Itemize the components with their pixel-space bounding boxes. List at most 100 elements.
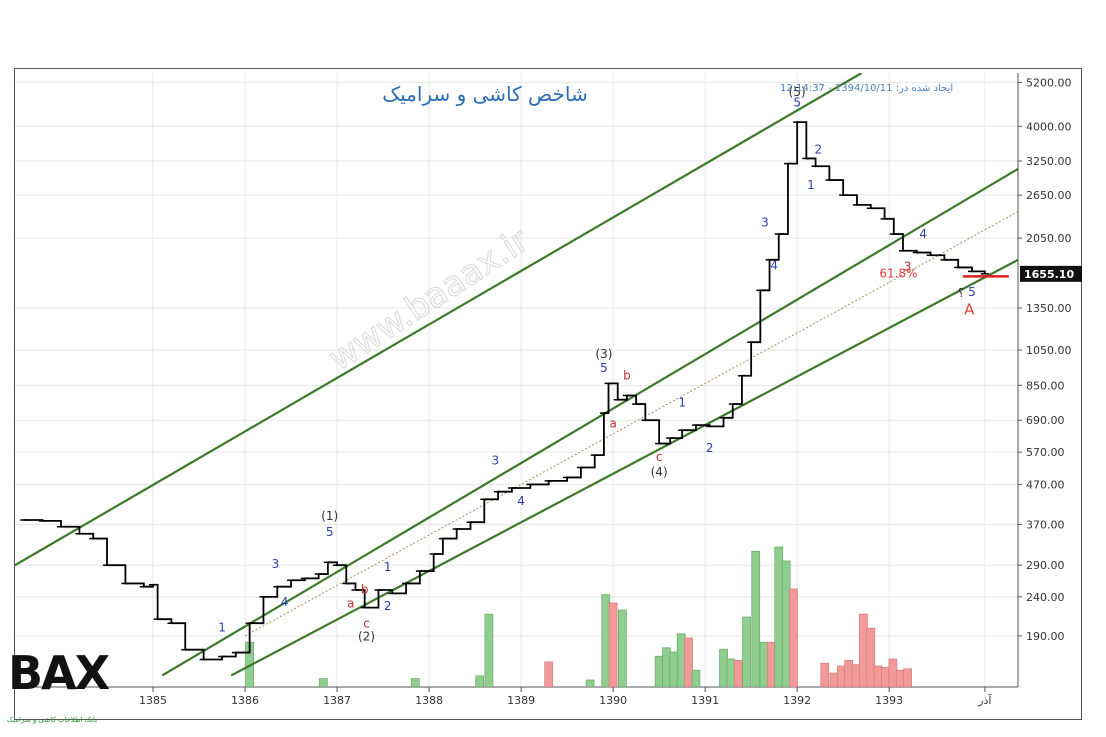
- channel-line: [230, 258, 1018, 677]
- y-tick-label: 570.00: [1026, 446, 1065, 459]
- current-value-label: 1655.10: [1024, 268, 1074, 281]
- channel-midline: [244, 211, 1018, 637]
- wave-label: 1: [678, 395, 686, 409]
- volume-bar: [829, 672, 839, 687]
- volume-bar: [684, 637, 693, 687]
- volume-bar: [820, 662, 830, 687]
- logo-main-text: BAX: [8, 646, 110, 700]
- wave-label: 1: [384, 560, 392, 574]
- volume-bar: [781, 560, 791, 687]
- wave-label: 2: [814, 142, 822, 156]
- volume-bar: [866, 627, 876, 687]
- wave-label: 3: [904, 259, 912, 273]
- x-tick-label: 1389: [507, 694, 535, 707]
- volume-bar: [742, 616, 751, 687]
- wave-label: 4: [281, 595, 289, 609]
- created-timestamp: ایجاد شده در: 1394/10/11 - 12:14:37: [780, 83, 954, 94]
- volume-bar: [888, 658, 898, 687]
- x-tick-label: 1392: [783, 694, 811, 707]
- current-value-box: [1020, 265, 1082, 282]
- chart-frame: 5200.00 4000.00 3250.00 2650.00 2050.00 1350.…: [14, 68, 1082, 720]
- wave-label: 4: [770, 258, 778, 272]
- wave-label: (2): [358, 629, 375, 643]
- volume-bar: [676, 633, 686, 687]
- y-tick-label: 190.00: [1026, 630, 1065, 643]
- volume-bar: [751, 550, 761, 687]
- volume-bar: [617, 609, 627, 687]
- volume-bar: [767, 641, 776, 687]
- volume-bar: [654, 655, 664, 687]
- x-tick-label: 1385: [139, 694, 167, 707]
- volume-bar: [774, 546, 784, 687]
- chart-canvas: 5200.00 4000.00 3250.00 2650.00 2050.00 1350.…: [15, 73, 1082, 707]
- x-tick-label: آذر: [977, 693, 992, 707]
- volume-bar: [608, 602, 618, 687]
- wave-label: a: [609, 417, 616, 431]
- wave-label: 2: [384, 599, 392, 613]
- volume-bar: [844, 660, 854, 687]
- channel-line: [15, 73, 863, 567]
- x-tick-label: 1391: [691, 694, 719, 707]
- volume-bar: [669, 651, 679, 687]
- y-tick-label: 2050.00: [1026, 232, 1072, 245]
- volume-bar: [601, 594, 611, 687]
- volume-bar: [836, 665, 846, 687]
- wave-label: b: [623, 369, 631, 383]
- volume-bar: [585, 679, 595, 687]
- volume-bar: [881, 667, 890, 687]
- volume-bar: [903, 668, 912, 687]
- y-tick-label: 690.00: [1026, 414, 1065, 427]
- wave-label: c: [656, 450, 663, 464]
- channel-line: [161, 167, 1018, 677]
- volume-bar: [759, 641, 769, 687]
- y-tick-label: 2650.00: [1026, 189, 1072, 202]
- wave-label: (4): [651, 465, 668, 479]
- wave-label: b: [361, 582, 369, 596]
- wave-label: 4: [919, 227, 927, 241]
- y-tick-label: 370.00: [1026, 518, 1065, 531]
- y-tick-label: 4000.00: [1026, 120, 1072, 133]
- wave-label: 4: [517, 494, 525, 508]
- x-tick-label: 1393: [875, 694, 903, 707]
- chart-title: شاخص کاشی و سرامیک: [382, 82, 588, 106]
- volume-bar: [859, 613, 868, 687]
- wave-label: 1: [807, 178, 815, 192]
- wave-label: 1: [218, 621, 226, 635]
- y-tick-label: 470.00: [1026, 478, 1065, 491]
- wave-label: (5): [789, 85, 806, 99]
- logo: BAX بانک اطلاعات کاشی و سرامیک: [4, 646, 110, 736]
- wave-label: 3: [492, 453, 500, 467]
- volume-bar: [410, 678, 420, 687]
- wave-label: a: [347, 597, 354, 611]
- x-tick-label: 1390: [599, 694, 627, 707]
- y-tick-label: 3250.00: [1026, 155, 1072, 168]
- volume-bar: [733, 660, 743, 687]
- wave-label: (1): [321, 509, 338, 523]
- wave-label: 2: [706, 441, 714, 455]
- wave-label: (3): [595, 347, 612, 361]
- wave-label: 3: [272, 557, 280, 571]
- y-tick-label: 290.00: [1026, 559, 1065, 572]
- volume-bar: [691, 669, 701, 687]
- y-tick-label: 1350.00: [1026, 302, 1072, 315]
- volume-bar: [851, 664, 861, 687]
- volume-bar: [475, 675, 485, 687]
- wave-label: 5: [326, 525, 334, 539]
- y-tick-label: 240.00: [1026, 591, 1065, 604]
- wave-label: 5: [600, 361, 608, 375]
- price-series-line: [24, 121, 986, 661]
- volume-bar: [544, 661, 554, 687]
- volume-bar: [726, 658, 736, 687]
- volume-bar: [895, 669, 905, 687]
- volume-bar: [318, 678, 328, 687]
- wave-label: 5: [968, 285, 976, 299]
- wave-label: A: [964, 300, 975, 318]
- x-tick-label: 1388: [415, 694, 443, 707]
- volume-bar: [789, 588, 798, 687]
- wave-label: c: [363, 616, 370, 630]
- volume-bar: [484, 613, 494, 687]
- volume-bar: [719, 648, 728, 687]
- wave-label: 5: [793, 96, 801, 110]
- wave-label: 3: [761, 215, 769, 229]
- volume-bar: [873, 665, 883, 687]
